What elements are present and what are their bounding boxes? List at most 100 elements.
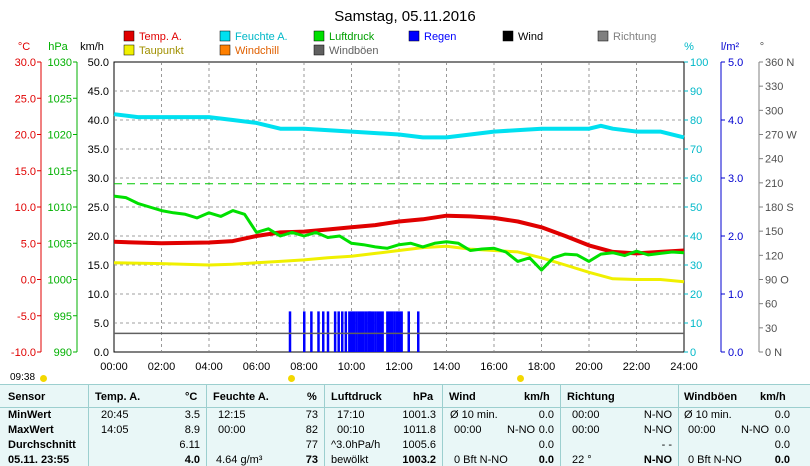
tick-label-hpa: 1030 (48, 57, 72, 69)
rain-bar (374, 311, 377, 352)
tick-label-direction: 90 O (765, 275, 789, 287)
rain-bar (407, 311, 410, 352)
tick-label-rain: 0.0 (728, 347, 743, 359)
tick-label-percent: 40 (690, 231, 702, 243)
cell: 00:00 (454, 424, 482, 436)
tick-label-kmh: 20.0 (88, 231, 109, 243)
legend-label: Wind (518, 31, 543, 43)
header-wind: Wind (449, 391, 476, 403)
cell: 82 (305, 424, 318, 436)
tick-label-hpa: 1025 (48, 93, 72, 105)
tick-label-direction: 0 N (765, 347, 782, 359)
legend-swatch (313, 30, 325, 42)
legend-label: Richtung (613, 31, 656, 43)
tick-label-kmh: 35.0 (88, 144, 109, 156)
legend-label: Windböen (329, 45, 379, 57)
cell: - - (661, 439, 672, 451)
tick-label-direction: 330 (765, 81, 783, 93)
tick-label-celsius: -5.0 (17, 311, 36, 323)
marker-dot (40, 375, 47, 382)
tick-label-kmh: 40.0 (88, 115, 109, 127)
rain-bar (371, 311, 375, 352)
cell: 4.0 (184, 454, 200, 466)
tick-label-percent: 0 (690, 347, 696, 359)
cell: 1003.2 (402, 454, 436, 466)
header-gusts-unit: km/h (760, 391, 786, 403)
legend-swatch (219, 44, 231, 56)
legend-swatch (502, 30, 514, 42)
tick-label-direction: 120 (765, 250, 783, 262)
tick-label-x: 10:00 (338, 361, 366, 373)
cell: 00:00 (688, 424, 716, 436)
tick-label-kmh: 30.0 (88, 173, 109, 185)
cell: 22 ° (572, 454, 592, 466)
header-pressure-unit: hPa (413, 391, 434, 403)
cell: 0 Bft N-NO (454, 454, 508, 466)
marker-dot (288, 375, 295, 382)
row-label: MinWert (8, 409, 52, 421)
rain-bar (288, 311, 292, 352)
rain-bar (326, 311, 330, 352)
rain-bar (400, 311, 403, 352)
tick-label-direction: 150 (765, 226, 783, 238)
tick-label-kmh: 45.0 (88, 86, 109, 98)
rain-bar (344, 311, 348, 352)
cell: 0.0 (774, 409, 790, 421)
rain-bar (388, 311, 391, 352)
cell: 3.5 (184, 409, 200, 421)
tick-label-direction: 210 (765, 178, 783, 190)
rain-bar (310, 311, 313, 352)
tick-label-percent: 10 (690, 318, 702, 330)
cell: N-NO (507, 424, 536, 436)
cell: 1005.6 (402, 439, 436, 451)
axis-unit: hPa (48, 41, 68, 53)
cell: bewölkt (331, 454, 369, 466)
cell: Ø 10 min. (684, 409, 732, 421)
rain-bar (360, 311, 363, 352)
cell: 73 (305, 409, 318, 421)
rain-bar (348, 311, 351, 352)
tick-label-celsius: -10.0 (11, 347, 36, 359)
legend-swatch (408, 30, 420, 42)
legend-swatch (313, 44, 325, 56)
tick-label-x: 12:00 (385, 361, 413, 373)
tick-label-rain: 1.0 (728, 289, 743, 301)
tick-label-percent: 20 (690, 289, 702, 301)
tick-label-kmh: 10.0 (88, 289, 109, 301)
rain-bar (395, 311, 399, 352)
header-direction: Richtung (567, 391, 615, 403)
tick-label-percent: 100 (690, 57, 708, 69)
tick-label-hpa: 1020 (48, 130, 72, 142)
cell: N-NO (643, 454, 672, 466)
weather-chart: Samstag, 05.11.2016 Temp. A. Feuchte A. Luf… (11, 8, 797, 373)
cell: 17:10 (337, 409, 365, 421)
axis-unit: l/m² (721, 41, 740, 53)
tick-label-percent: 90 (690, 86, 702, 98)
row-label: MaxWert (8, 424, 54, 436)
cell: 14:05 (101, 424, 129, 436)
series-line-temp-a- (113, 213, 685, 256)
legend-swatch (219, 30, 231, 42)
tick-label-celsius: 0.0 (21, 275, 36, 287)
table-header: Sensor Temp. A. °C Feuchte A. % Luftdruc… (0, 385, 810, 408)
rain-bar (390, 311, 394, 352)
cell: ^3.0hPa/h (331, 439, 381, 451)
tick-label-x: 18:00 (528, 361, 556, 373)
tick-label-x: 14:00 (433, 361, 461, 373)
marker-dot (517, 375, 524, 382)
rain-bar (352, 311, 356, 352)
tick-label-kmh: 0.0 (94, 347, 109, 359)
legend-label: Luftdruck (329, 31, 375, 43)
tick-label-rain: 5.0 (728, 57, 743, 69)
cell: 00:00 (572, 409, 600, 421)
tick-label-celsius: 5.0 (21, 238, 36, 250)
tick-label-hpa: 1005 (48, 238, 72, 250)
cell: 00:00 (572, 424, 600, 436)
rain-bar (322, 311, 325, 352)
statistics-table: Sensor Temp. A. °C Feuchte A. % Luftdruc… (0, 384, 810, 466)
axis-unit: % (684, 41, 694, 53)
axis-unit: km/h (80, 41, 104, 53)
cell: N-NO (643, 409, 672, 421)
axis-unit: ° (760, 41, 764, 53)
cell: Ø 10 min. (450, 409, 498, 421)
